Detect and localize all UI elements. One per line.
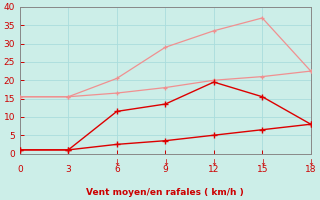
Text: ↓: ↓ <box>307 158 314 167</box>
Text: ↓: ↓ <box>113 158 120 167</box>
Text: ↓: ↓ <box>162 158 169 167</box>
X-axis label: Vent moyen/en rafales ( km/h ): Vent moyen/en rafales ( km/h ) <box>86 188 244 197</box>
Text: ↓: ↓ <box>210 158 217 167</box>
Text: ↓: ↓ <box>259 158 266 167</box>
